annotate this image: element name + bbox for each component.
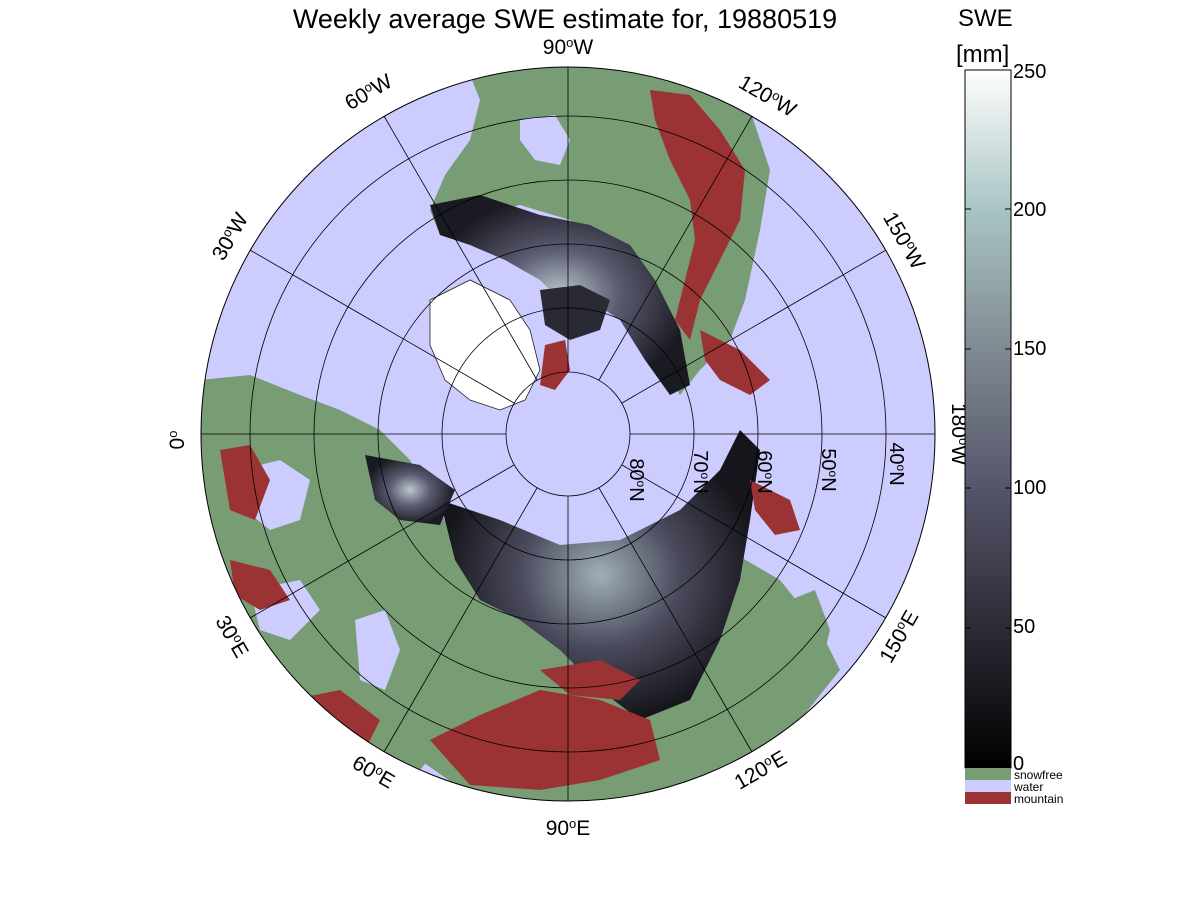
colorbar <box>964 69 1012 769</box>
meridian-150w <box>621 249 887 404</box>
meridian-30w <box>249 249 515 404</box>
map-disk <box>201 67 935 801</box>
colorbar-tick-200: 200 <box>1013 199 1047 221</box>
mountain-rockies <box>650 90 745 340</box>
lon-label-60e: 60oE <box>348 750 399 794</box>
mountain-greenland-coast <box>540 340 570 390</box>
meridian-120e <box>598 487 753 753</box>
mountain-alaska <box>700 330 770 395</box>
colorbar-ticks <box>965 208 1011 629</box>
latitude-labels: 80oN 70oN 60oN 50oN 40oN <box>625 442 908 501</box>
meridian-150e <box>621 464 887 619</box>
lon-label-90e: 90oE <box>546 816 591 841</box>
colorbar-tick-250: 250 <box>1013 61 1047 83</box>
legend-swatch-water <box>965 780 1011 792</box>
lat-label-50n: 50oN <box>817 448 840 491</box>
legend-label-snowfree: snowfree <box>1014 768 1063 782</box>
map-border <box>200 66 936 802</box>
lon-label-30e: 30oE <box>211 611 255 662</box>
colorbar-tick-50: 50 <box>1013 616 1036 638</box>
colorbar-title: SWE <box>958 5 1013 32</box>
snow-siberia <box>440 430 760 720</box>
meridian-60w <box>383 115 538 381</box>
meridian-120w <box>598 115 753 381</box>
colorbar-unit: [mm] <box>956 41 1010 68</box>
colorbar-tick-150: 150 <box>1013 338 1047 360</box>
land-arctic-islands <box>540 285 610 340</box>
map-title: Weekly average SWE estimate for, 1988051… <box>292 4 838 34</box>
land-japan <box>790 590 830 670</box>
lon-label-90w: 90oW <box>543 35 594 60</box>
meridian-30e <box>249 464 515 619</box>
legend-swatch-mountain <box>965 792 1011 804</box>
lon-label-30w: 30oW <box>207 208 254 264</box>
meridians <box>201 67 935 801</box>
colorbar-tick-100: 100 <box>1013 477 1047 499</box>
meridian-60e <box>383 487 538 753</box>
legend-label-mountain: mountain <box>1014 792 1064 806</box>
lat-label-70n: 70oN <box>689 450 712 493</box>
mountain-alps <box>220 445 380 760</box>
land-greenland <box>429 279 541 411</box>
lat-label-80n: 80oN <box>625 458 648 501</box>
lat-label-40n: 40oN <box>885 442 908 485</box>
water-caspian <box>355 610 400 690</box>
lat-label-60n: 60oN <box>753 450 776 493</box>
lon-label-0: 0o <box>165 431 190 450</box>
mountain-himalaya <box>430 690 660 790</box>
lon-label-180w: 180oW <box>947 403 972 465</box>
colorbar-tick-0: 0 <box>1013 753 1025 775</box>
legend-swatch-snowfree <box>965 768 1011 780</box>
hudson-bay <box>520 115 570 165</box>
snow-scandinavia <box>365 455 455 525</box>
lon-label-60w: 60oW <box>340 68 396 115</box>
mountain-central-asia <box>540 480 800 700</box>
legend-label-water: water <box>1014 780 1044 794</box>
